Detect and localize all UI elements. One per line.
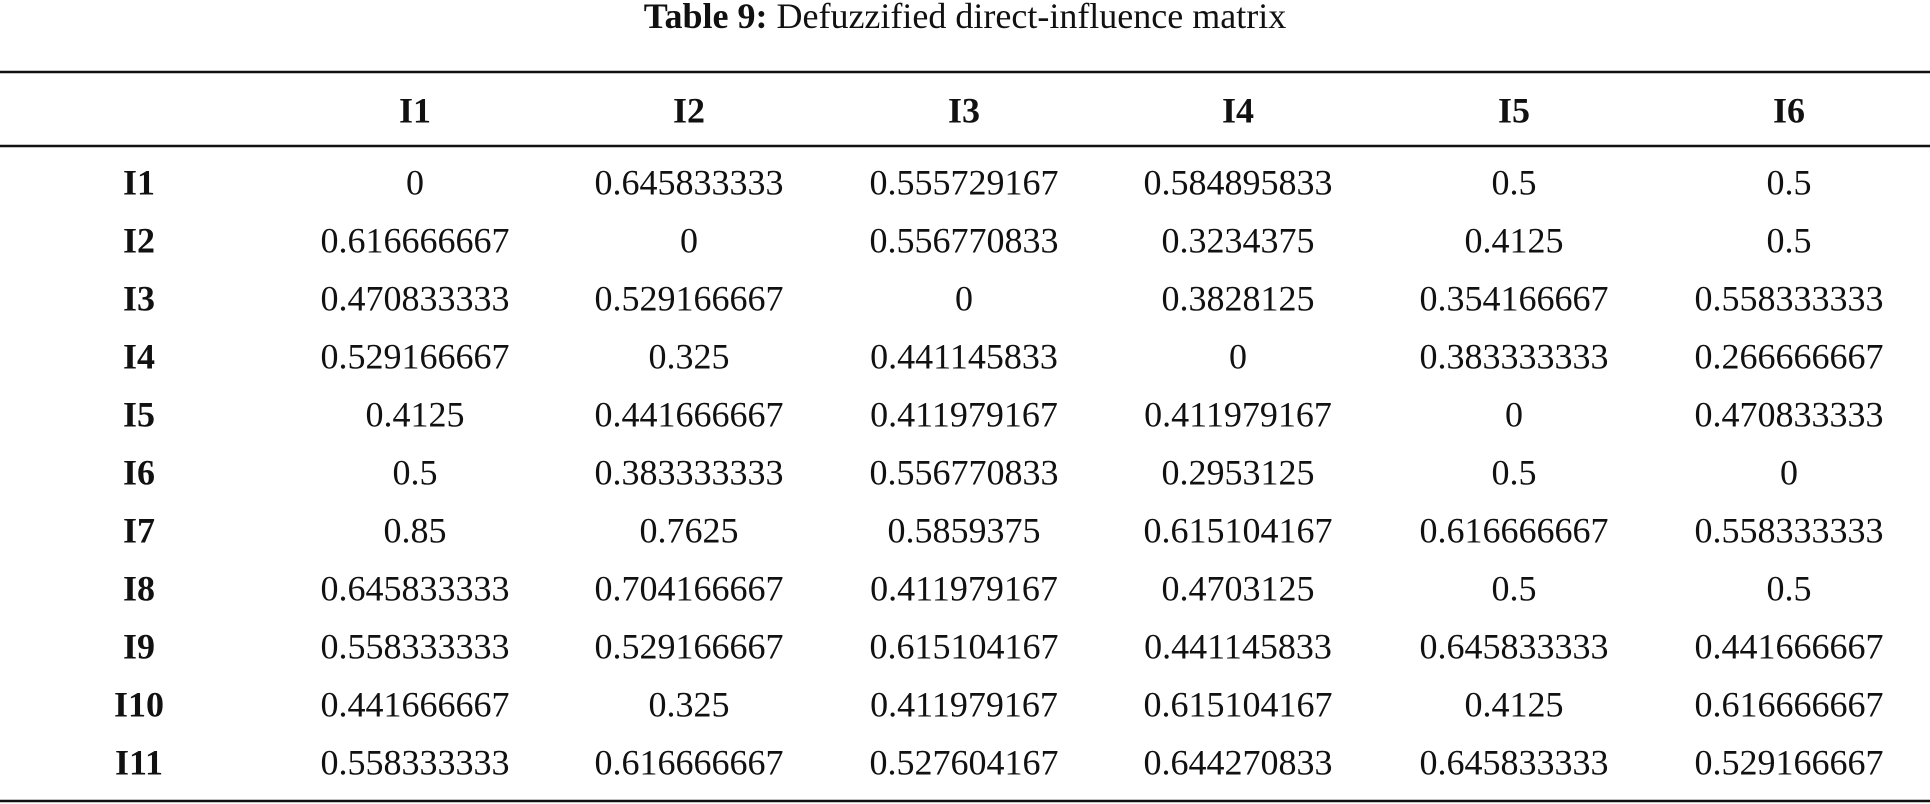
table-cell: 0.5: [393, 452, 438, 492]
table-cell: 0.616666667: [321, 220, 510, 260]
table-cell: 0.616666667: [1695, 684, 1884, 724]
table-cell: 0.645833333: [595, 162, 784, 202]
table-cell: 0.470833333: [1695, 394, 1884, 434]
row-header: I7: [123, 510, 155, 550]
table-cell: 0.584895833: [1144, 162, 1333, 202]
table-cell: 0.85: [384, 510, 447, 550]
table-cell: 0.529166667: [595, 278, 784, 318]
table-cell: 0.2953125: [1162, 452, 1315, 492]
table-cell: 0.411979167: [1144, 394, 1332, 434]
table-cell: 0.411979167: [870, 394, 1058, 434]
table-cell: 0.354166667: [1420, 278, 1609, 318]
table-cell: 0.3828125: [1162, 278, 1315, 318]
table-cell: 0.325: [649, 684, 730, 724]
table-cell: 0.556770833: [870, 452, 1059, 492]
table-cell: 0.7625: [640, 510, 739, 550]
table-cell: 0.5: [1492, 568, 1537, 608]
table-cell: 0.5: [1767, 568, 1812, 608]
table-cell: 0.529166667: [595, 626, 784, 666]
table-cell: 0.529166667: [1695, 742, 1884, 782]
row-header: I2: [123, 220, 155, 260]
table-cell: 0.556770833: [870, 220, 1059, 260]
table-cell: 0.645833333: [321, 568, 510, 608]
table-cell: 0.441145833: [870, 336, 1058, 376]
table-cell: 0.325: [649, 336, 730, 376]
row-header: I9: [123, 626, 155, 666]
column-header: I3: [948, 90, 980, 130]
row-header: I3: [123, 278, 155, 318]
table-cell: 0.529166667: [321, 336, 510, 376]
table-cell: 0: [1505, 394, 1523, 434]
table-cell: 0.4703125: [1162, 568, 1315, 608]
table-cell: 0.4125: [366, 394, 465, 434]
table-cell: 0.645833333: [1420, 742, 1609, 782]
table-cell: 0.616666667: [595, 742, 784, 782]
table-cell: 0.616666667: [1420, 510, 1609, 550]
table-cell: 0.5: [1767, 162, 1812, 202]
row-header: I6: [123, 452, 155, 492]
table-cell: 0.3234375: [1162, 220, 1315, 260]
row-header: I5: [123, 394, 155, 434]
column-header: I5: [1498, 90, 1530, 130]
table-cell: 0: [680, 220, 698, 260]
table-cell: 0.5: [1767, 220, 1812, 260]
table-cell: 0: [1229, 336, 1247, 376]
table-cell: 0: [406, 162, 424, 202]
table-cell: 0.441145833: [1144, 626, 1332, 666]
table-cell: 0.558333333: [1695, 510, 1884, 550]
row-header: I10: [114, 684, 164, 724]
table-cell: 0.615104167: [870, 626, 1059, 666]
table-cell: 0.4125: [1465, 684, 1564, 724]
table-cell: 0.704166667: [595, 568, 784, 608]
caption-text: Defuzzified direct-influence matrix: [776, 0, 1286, 36]
column-header: I1: [399, 90, 431, 130]
table-cell: 0.266666667: [1695, 336, 1884, 376]
column-header: I4: [1222, 90, 1254, 130]
table-cell: 0.383333333: [595, 452, 784, 492]
table-cell: 0.5: [1492, 452, 1537, 492]
row-header: I4: [123, 336, 155, 376]
table-cell: 0.383333333: [1420, 336, 1609, 376]
table-cell: 0.441666667: [595, 394, 784, 434]
table-cell: 0.558333333: [1695, 278, 1884, 318]
row-header: I11: [115, 742, 163, 782]
table-caption: Table 9: Defuzzified direct-influence ma…: [644, 0, 1286, 36]
table-cell: 0.615104167: [1144, 684, 1333, 724]
row-header: I8: [123, 568, 155, 608]
table-cell: 0.558333333: [321, 742, 510, 782]
table-cell: 0: [1780, 452, 1798, 492]
table-cell: 0.5: [1492, 162, 1537, 202]
table-cell: 0.411979167: [870, 568, 1058, 608]
table-cell: 0.644270833: [1144, 742, 1333, 782]
row-header: I1: [123, 162, 155, 202]
column-header: I6: [1773, 90, 1805, 130]
table-cell: 0: [955, 278, 973, 318]
table-cell: 0.441666667: [1695, 626, 1884, 666]
table-cell: 0.411979167: [870, 684, 1058, 724]
table-cell: 0.441666667: [321, 684, 510, 724]
table-cell: 0.527604167: [870, 742, 1059, 782]
table-cell: 0.615104167: [1144, 510, 1333, 550]
table-cell: 0.470833333: [321, 278, 510, 318]
caption-label: Table 9:: [644, 0, 768, 36]
table-cell: 0.5859375: [888, 510, 1041, 550]
table-cell: 0.555729167: [870, 162, 1059, 202]
table-cell: 0.645833333: [1420, 626, 1609, 666]
column-header: I2: [673, 90, 705, 130]
table-cell: 0.558333333: [321, 626, 510, 666]
table-cell: 0.4125: [1465, 220, 1564, 260]
